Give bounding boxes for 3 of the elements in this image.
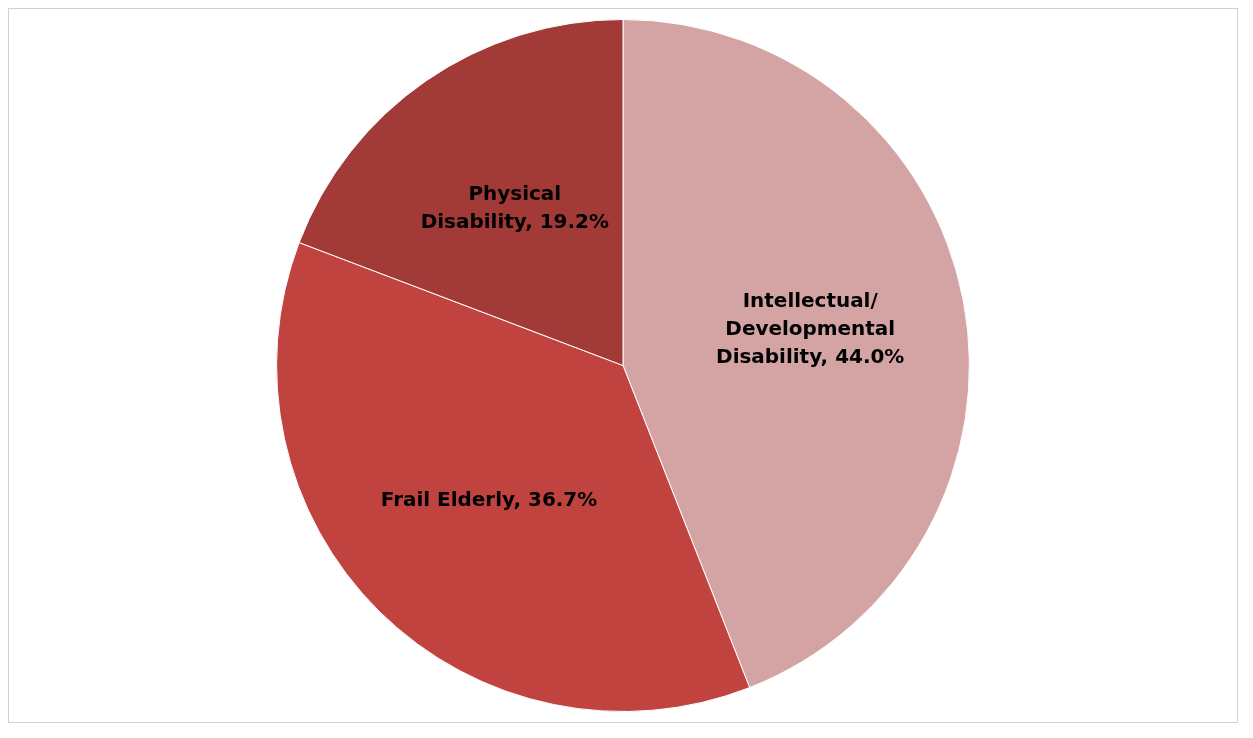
slice-label: Intellectual/Developmental Disability, 44.0% <box>716 288 905 369</box>
slice-label: Frail Elderly, 36.7% <box>380 487 598 511</box>
slice-label: Physical Disability, 19.2% <box>420 181 609 233</box>
